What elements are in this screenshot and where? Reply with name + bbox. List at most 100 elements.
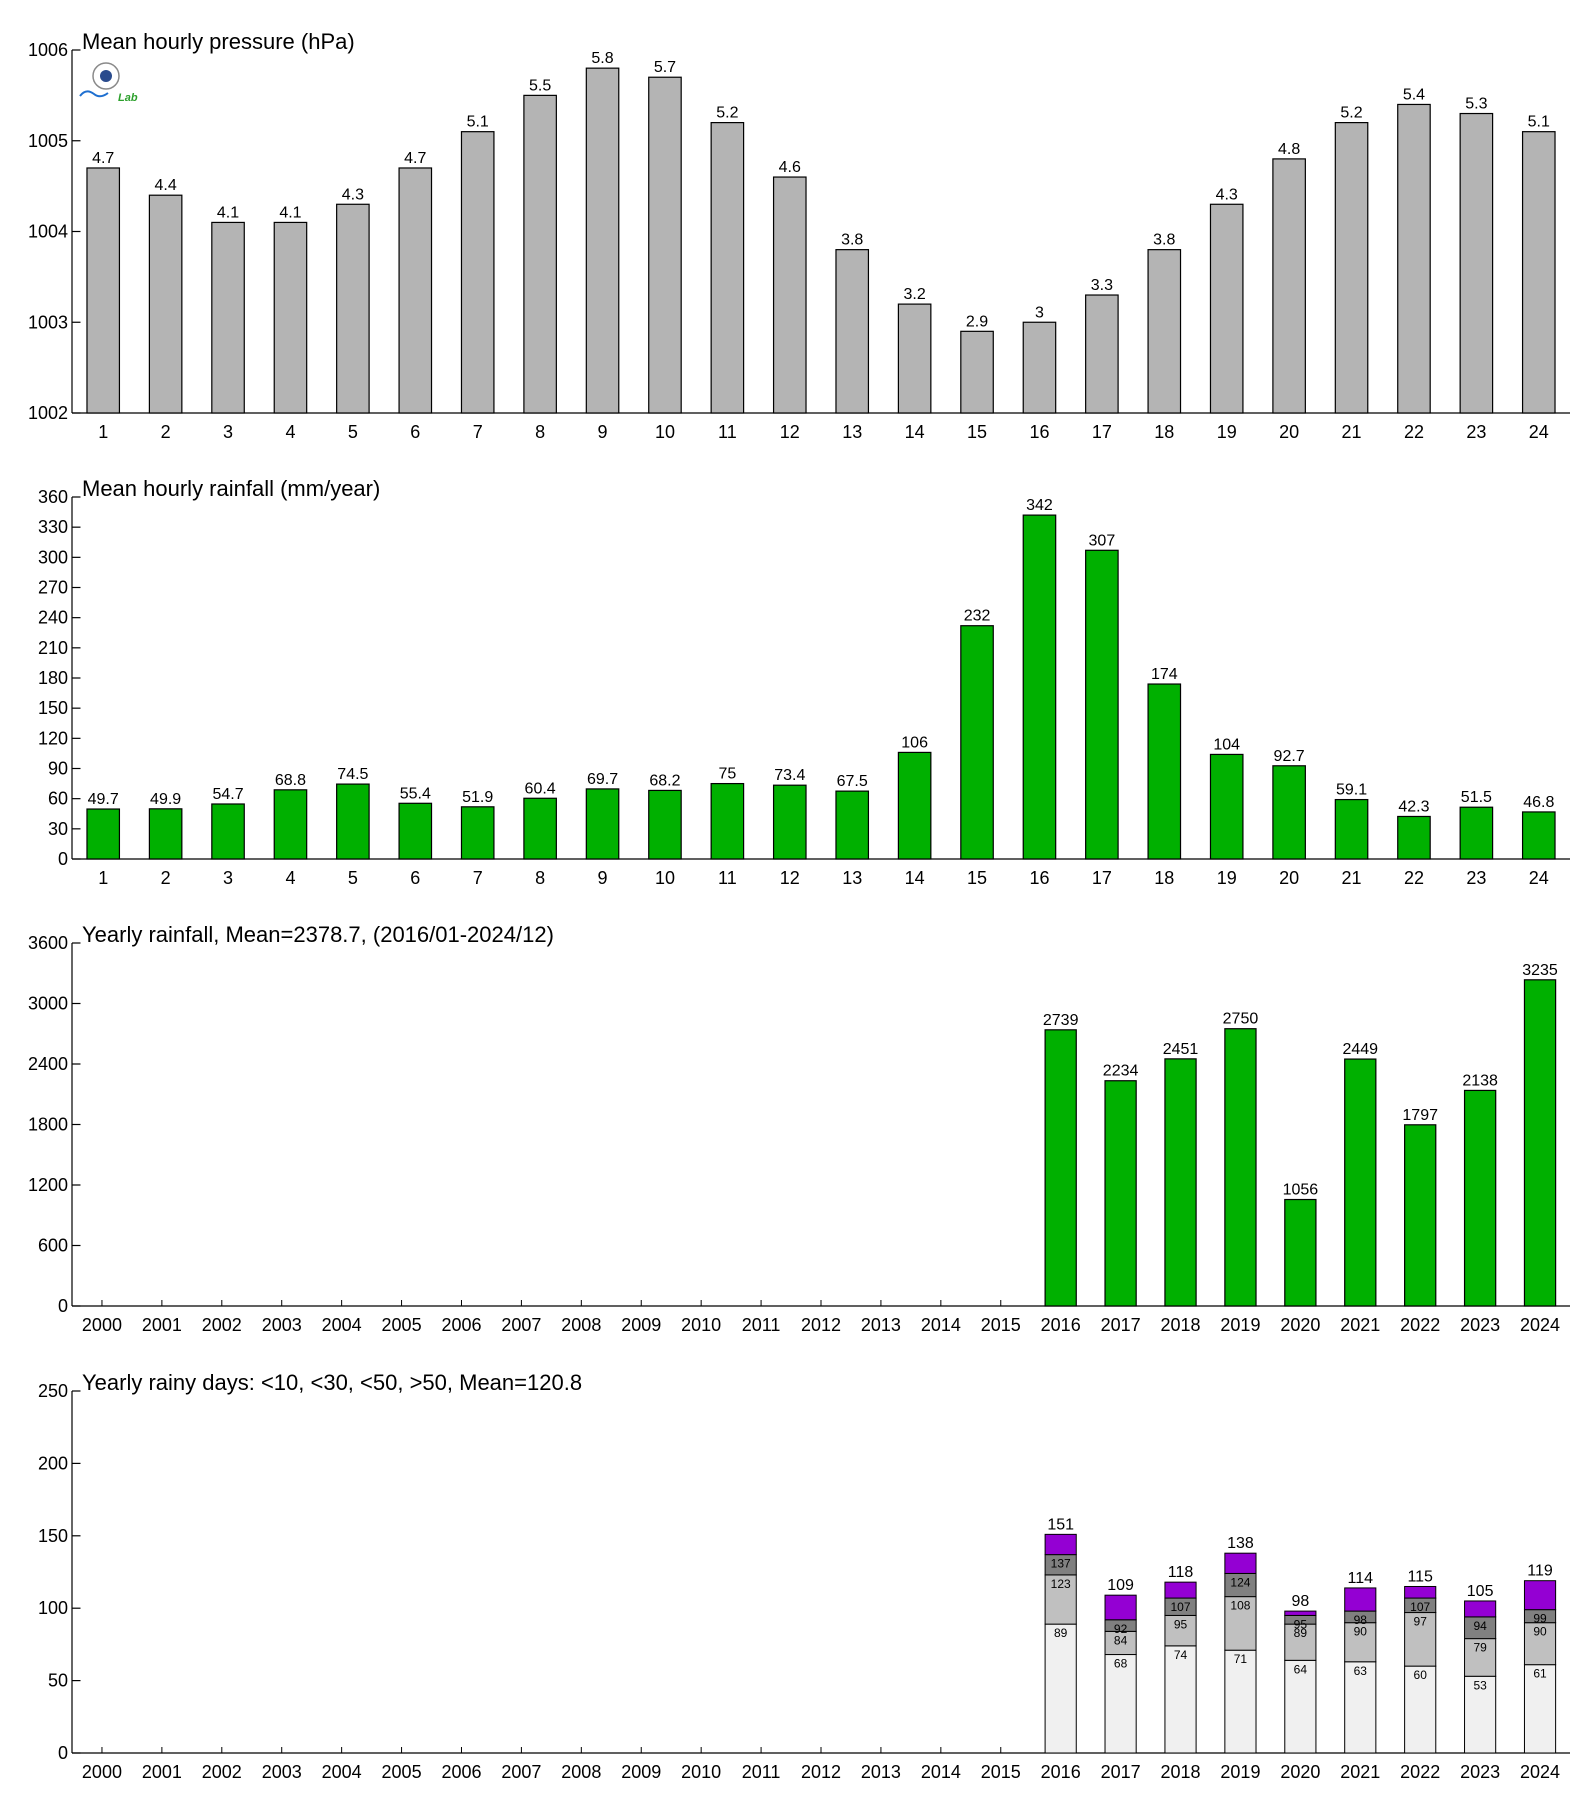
bar-value-label: 4.3 — [342, 186, 364, 203]
x-tick-label: 20 — [1279, 868, 1299, 888]
bar — [1147, 249, 1182, 414]
bar — [1164, 1058, 1197, 1307]
bar-value-label: 3.2 — [904, 286, 926, 303]
y-tick-label: 1200 — [28, 1175, 68, 1195]
bar — [897, 751, 932, 860]
bar-value-label: 4.4 — [155, 177, 177, 194]
segment-value-label: 68 — [1114, 1657, 1128, 1671]
bar-value-label: 3.8 — [1153, 232, 1175, 249]
stacked-bar-segment — [1523, 1664, 1557, 1754]
bar — [1334, 121, 1369, 414]
stacked-bar-segment — [1044, 1623, 1077, 1754]
lab-logo: Lab — [79, 62, 138, 104]
bar — [835, 249, 870, 414]
bar-value-label: 46.8 — [1523, 794, 1554, 811]
segment-value-label: 124 — [1230, 1575, 1250, 1589]
bar-value-label: 4.1 — [279, 204, 301, 221]
x-tick-label: 2003 — [262, 1315, 302, 1335]
x-tick-label: 2 — [161, 868, 171, 888]
x-tick-label: 2015 — [981, 1315, 1021, 1335]
stacked-bar-segment — [1284, 1659, 1317, 1754]
segment-value-label: 94 — [1473, 1619, 1487, 1633]
x-tick-label: 2016 — [1041, 1762, 1081, 1782]
bar-total-label: 151 — [1047, 1516, 1074, 1533]
bar — [86, 167, 121, 414]
bar — [585, 788, 620, 860]
x-tick-label: 2011 — [742, 1762, 781, 1782]
stacked-bar-segment — [1464, 1600, 1497, 1618]
y-tick-label: 90 — [48, 759, 68, 779]
bar-value-label: 5.5 — [529, 77, 551, 94]
bar — [1459, 806, 1494, 860]
chart-panel-1: Mean hourly pressure (hPa) 1002 1003 1004 10… — [28, 29, 1570, 442]
x-tick-label: 2009 — [621, 1315, 661, 1335]
y-tick-label: 50 — [48, 1671, 68, 1691]
x-tick-label: 11 — [718, 868, 737, 888]
bar-value-label: 2.9 — [966, 313, 988, 330]
bar-value-label: 3.8 — [841, 232, 863, 249]
x-tick-label: 2020 — [1280, 1762, 1320, 1782]
bar-value-label: 92.7 — [1274, 748, 1305, 765]
segment-value-label: 92 — [1114, 1622, 1128, 1636]
x-tick-label: 23 — [1466, 868, 1486, 888]
bar-value-label: 54.7 — [212, 786, 243, 803]
x-tick-label: 3 — [223, 868, 233, 888]
x-tick-label: 2022 — [1400, 1762, 1440, 1782]
x-tick-label: 9 — [598, 422, 608, 442]
bar — [1272, 765, 1306, 860]
bar — [398, 802, 433, 860]
bar — [1397, 815, 1431, 860]
bar — [336, 203, 370, 414]
x-tick-label: 2012 — [801, 1762, 841, 1782]
x-tick-label: 6 — [410, 868, 420, 888]
bar — [648, 789, 682, 860]
x-tick-label: 14 — [905, 422, 925, 442]
bar — [835, 790, 870, 860]
stacked-bar-segment — [1044, 1533, 1077, 1556]
bar-total-label: 105 — [1467, 1583, 1494, 1600]
x-tick-label: 13 — [842, 422, 862, 442]
stacked-bar-segment — [1224, 1552, 1257, 1574]
bar — [523, 797, 557, 860]
x-tick-label: 2000 — [82, 1315, 122, 1335]
x-tick-label: 2016 — [1041, 1315, 1081, 1335]
x-tick-label: 2010 — [681, 1315, 721, 1335]
y-tick-label: 270 — [38, 578, 68, 598]
segment-value-label: 53 — [1473, 1678, 1487, 1692]
segment-value-label: 123 — [1051, 1577, 1071, 1591]
bar — [960, 625, 994, 860]
segment-value-label: 95 — [1174, 1617, 1188, 1631]
x-tick-label: 2004 — [322, 1762, 362, 1782]
bar-value-label: 106 — [901, 734, 928, 751]
bar-value-label: 60.4 — [525, 780, 556, 797]
bar-value-label: 5.2 — [716, 105, 738, 122]
segment-value-label: 89 — [1294, 1626, 1308, 1640]
stacked-bar-segment — [1344, 1661, 1377, 1754]
x-tick-label: 21 — [1342, 868, 1362, 888]
x-tick-label: 2 — [161, 422, 171, 442]
stacked-bar-segment — [1164, 1614, 1197, 1647]
stacked-bar-segment — [1104, 1654, 1137, 1754]
bar — [1404, 1124, 1437, 1307]
bar — [211, 221, 245, 414]
x-tick-label: 2021 — [1340, 1315, 1380, 1335]
bar — [1463, 1089, 1497, 1307]
x-tick-label: 2023 — [1460, 1315, 1500, 1335]
bar-value-label: 42.3 — [1398, 798, 1429, 815]
x-tick-label: 1 — [98, 868, 108, 888]
bar-value-label: 5.2 — [1340, 105, 1362, 122]
x-tick-label: 12 — [780, 868, 800, 888]
bar — [772, 784, 807, 860]
segment-value-label: 60 — [1414, 1668, 1428, 1682]
x-tick-label: 2022 — [1400, 1315, 1440, 1335]
segment-value-label: 99 — [1533, 1612, 1547, 1626]
bar-value-label: 342 — [1026, 497, 1053, 514]
x-tick-label: 3 — [223, 422, 233, 442]
bar-value-label: 4.7 — [404, 150, 426, 167]
x-tick-label: 6 — [410, 422, 420, 442]
bar — [211, 803, 245, 860]
bar-value-label: 5.3 — [1465, 96, 1487, 113]
bar-value-label: 104 — [1213, 736, 1240, 753]
y-tick-label: 1003 — [28, 312, 68, 332]
y-tick-label: 200 — [38, 1453, 68, 1473]
